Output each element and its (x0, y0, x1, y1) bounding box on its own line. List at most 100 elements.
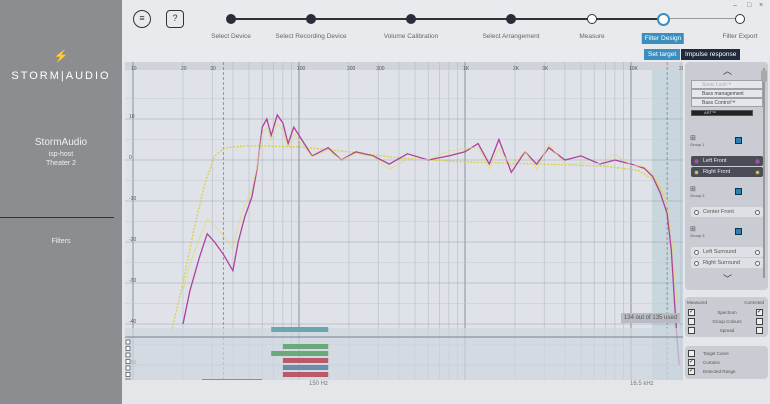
filter-checkbox[interactable] (125, 339, 131, 345)
graph-canvas[interactable]: 1020301002003001K2K3K10K20K100-10-20-30-… (125, 62, 689, 386)
channel-dot-icon (694, 169, 699, 175)
overlay-checkbox[interactable]: ✓ (688, 359, 695, 366)
freq-tick-label: 1K (463, 66, 470, 72)
channel-dot-icon (755, 260, 760, 266)
sidebar-item-filters[interactable]: Filters (51, 238, 71, 245)
frequency-response-graph[interactable]: 1020301002003001K2K3K10K20K100-10-20-30-… (125, 62, 689, 386)
db-tick-label: -10 (129, 196, 136, 202)
option-label: Curtains (703, 360, 720, 365)
option-label: Detected Range (703, 369, 736, 374)
scrollbar[interactable] (763, 68, 765, 278)
help-button[interactable]: ? (166, 10, 184, 28)
logo: STORM|AUDIO (11, 70, 111, 82)
target-curve (170, 145, 668, 333)
sidebar: ⚡ STORM|AUDIO StormAudio isp-host Theate… (0, 0, 122, 404)
tab-impulse-response[interactable]: Impulse response (681, 49, 741, 60)
filter-checkbox[interactable] (125, 372, 131, 377)
step-select-arrangement[interactable]: Select Arrangement (482, 33, 540, 40)
measured-checkbox[interactable]: ✓ (688, 309, 695, 316)
freq-tick-label: 20K (679, 66, 683, 72)
channel-item[interactable]: Left Front (691, 156, 763, 166)
filter-bar[interactable] (282, 372, 329, 377)
measured-header: Measured (687, 300, 708, 305)
filter-bar[interactable] (282, 358, 329, 363)
channel-item[interactable]: Right Front (691, 167, 763, 177)
art-slider[interactable]: ART™ (691, 110, 753, 116)
step-dot[interactable] (306, 14, 316, 24)
filter-checkbox[interactable] (125, 365, 131, 371)
display-options-panel: Measured Corrected ✓ Spectrum ✓ Group Colou… (685, 297, 768, 337)
device-room: Theater 2 (46, 160, 76, 167)
group-link-icon[interactable] (735, 137, 742, 144)
filter-bar[interactable] (282, 365, 329, 370)
scrollbar-thumb[interactable] (761, 70, 767, 82)
sonic-lock-button[interactable]: Sonic Lock™ (691, 80, 763, 89)
group-link-icon[interactable] (735, 188, 742, 195)
tab-set-target[interactable]: Set target (644, 49, 681, 60)
corrected-checkbox[interactable]: ✓ (756, 309, 763, 316)
step-dot[interactable] (656, 12, 670, 26)
high-frequency-marker: 16.5 kHz (630, 381, 654, 387)
step-filter-export[interactable]: Filter Export (722, 33, 758, 40)
step-dot[interactable] (587, 14, 597, 24)
measured-curve (182, 113, 680, 366)
option-label: Group Colours (712, 319, 742, 324)
channel-item[interactable]: Right Surround (691, 258, 763, 268)
channel-dot-icon (755, 158, 760, 164)
step-select-recording-device[interactable]: Select Recording Device (275, 33, 347, 40)
freq-tick-label: 10 (131, 66, 137, 72)
close-button[interactable]: × (759, 2, 764, 9)
filter-bar[interactable] (271, 327, 329, 332)
filter-checkbox[interactable] (125, 359, 131, 364)
step-dot[interactable] (506, 14, 516, 24)
measured-checkbox[interactable] (688, 327, 695, 334)
corrected-checkbox[interactable] (756, 327, 763, 334)
corrected-checkbox[interactable] (756, 318, 763, 325)
minimize-button[interactable]: – (733, 2, 737, 9)
channel-item[interactable]: Left Surround (691, 247, 763, 257)
channel-name: Center Front (703, 209, 734, 215)
db-tick-label: -20 (129, 237, 136, 243)
storm-bolt-icon: ⚡ (53, 49, 69, 63)
overlay-checkbox[interactable]: ✓ (688, 368, 695, 375)
step-volume-calibration[interactable]: Volume Calibration (383, 33, 439, 40)
group-icon: ⊞ (690, 226, 696, 233)
step-dot[interactable] (226, 14, 236, 24)
group-link-icon[interactable] (735, 228, 742, 235)
channel-name: Right Surround (703, 260, 740, 266)
scroll-down-icon[interactable]: ﹀ (723, 274, 733, 284)
bass-management-button[interactable]: Bass management (691, 89, 763, 98)
step-dot[interactable] (406, 14, 416, 24)
corrected-header: Corrected (744, 300, 764, 305)
filter-usage-badge: 134 out of 135 used (621, 313, 681, 323)
measured-checkbox[interactable] (688, 318, 695, 325)
option-label: Target Curve (703, 351, 729, 356)
channel-item[interactable]: Center Front (691, 207, 763, 217)
filter-bar[interactable] (201, 379, 263, 384)
step-filter-design[interactable]: Filter Design (641, 33, 685, 44)
freq-tick-label: 3K (542, 66, 549, 72)
channel-dot-icon (694, 158, 699, 164)
step-dot[interactable] (735, 14, 745, 24)
divider (0, 217, 114, 218)
maximize-button[interactable]: □ (747, 2, 752, 9)
overlay-checkbox[interactable] (688, 350, 695, 357)
step-measure[interactable]: Measure (579, 33, 605, 40)
step-select-device[interactable]: Select Device (211, 33, 251, 40)
menu-button[interactable]: ≡ (133, 10, 151, 28)
bass-control-button[interactable]: Bass Control™ (691, 98, 763, 107)
filter-band-area (125, 328, 683, 380)
filter-checkbox[interactable] (125, 346, 131, 351)
wizard-header: ≡ ? – □ × Select Device Select Recording … (122, 0, 770, 62)
scroll-up-icon[interactable]: ︿ (723, 66, 733, 76)
filter-bar[interactable] (282, 344, 329, 349)
option-label: Spread (719, 328, 735, 333)
freq-axis-band (125, 62, 683, 70)
filter-checkbox[interactable] (125, 378, 131, 384)
filter-checkbox[interactable] (125, 352, 131, 358)
freq-tick-label: 20 (181, 66, 187, 72)
device-name: StormAudio (34, 137, 88, 148)
filter-bar[interactable] (271, 351, 329, 356)
group-icon: ⊞ (690, 186, 696, 193)
group-name: Group 2 (690, 193, 705, 198)
